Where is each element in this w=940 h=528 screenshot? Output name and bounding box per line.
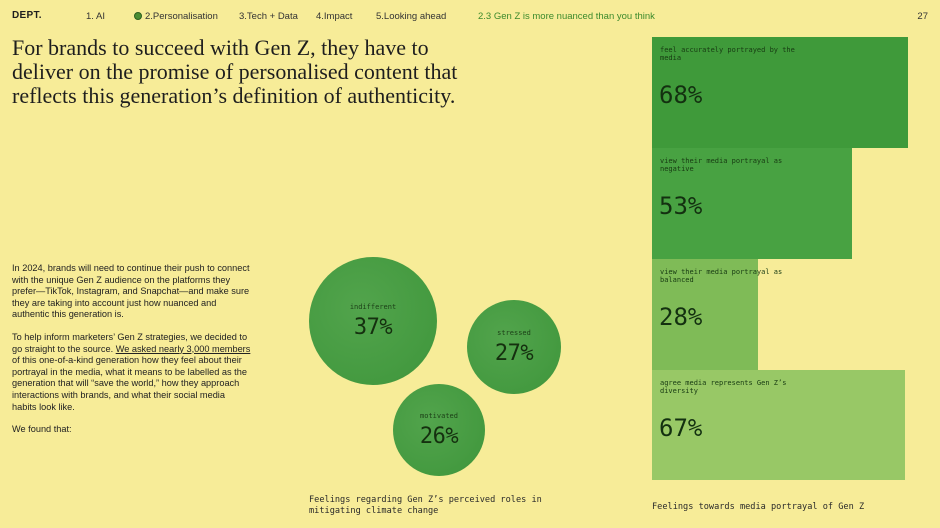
nav-item-looking-ahead[interactable]: 5.Looking ahead	[376, 11, 447, 22]
nav-item-personalisation-label: 2.Personalisation	[145, 11, 218, 22]
nav-item-personalisation[interactable]: 2.Personalisation	[134, 11, 218, 22]
bubble-indifferent: indifferent 37%	[309, 257, 437, 385]
bubble-label: indifferent	[349, 302, 397, 311]
intro-text: In 2024, brands will need to continue th…	[12, 263, 252, 447]
bar-portrayal-balanced: view their media portrayal as balanced 2…	[652, 259, 782, 370]
dept-logo[interactable]: DEPT.	[12, 10, 42, 21]
bar-label: view their media portrayal as negative	[660, 157, 783, 173]
bar-portrayal-negative: view their media portrayal as negative 5…	[652, 148, 852, 259]
bubble-stressed: stressed 27%	[467, 300, 561, 394]
bar-represents-diversity: agree media represents Gen Z’s diversity…	[652, 370, 905, 480]
intro-paragraph-2-start: To help inform marketers’ Gen Z strategi…	[12, 331, 248, 354]
bars-caption: Feelings towards media portrayal of Gen …	[652, 502, 865, 512]
bubbles-caption: Feelings regarding Gen Z’s perceived rol…	[309, 495, 542, 516]
survey-link[interactable]: We asked nearly 3,000 members	[115, 343, 251, 354]
bar-value: 53%	[659, 192, 703, 220]
bubble-value: 37%	[353, 314, 393, 340]
intro-paragraph-2-end: of this one-of-a-kind generation how the…	[12, 355, 247, 412]
bubble-value: 27%	[494, 340, 534, 366]
intro-paragraph-3: We found that:	[12, 424, 72, 435]
nav-item-tech-data[interactable]: 3.Tech + Data	[239, 11, 298, 22]
bubble-value: 26%	[419, 423, 459, 449]
intro-paragraph-1: In 2024, brands will need to continue th…	[12, 263, 250, 320]
current-section-dot-icon	[134, 12, 142, 20]
bar-label: agree media represents Gen Z’s diversity	[660, 379, 787, 395]
top-nav: DEPT. 1. AI 2.Personalisation 3.Tech + D…	[0, 0, 940, 30]
page-number: 27	[917, 11, 928, 22]
nav-item-impact[interactable]: 4.Impact	[316, 11, 353, 22]
active-subsection[interactable]: 2.3 Gen Z is more nuanced than you think	[478, 11, 655, 22]
bar-accurately-portrayed: feel accurately portrayed by the media 6…	[652, 37, 908, 148]
bar-value: 68%	[659, 81, 703, 109]
bar-label: feel accurately portrayed by the media	[660, 46, 795, 62]
bubble-label: stressed	[497, 328, 531, 337]
bubble-motivated: motivated 26%	[393, 384, 485, 476]
bubble-label: motivated	[420, 411, 458, 420]
intro-paragraph-2: To help inform marketers’ Gen Z strategi…	[12, 332, 252, 413]
bar-value: 28%	[659, 303, 703, 331]
bar-label: view their media portrayal as balanced	[660, 268, 783, 284]
bar-value: 67%	[659, 414, 703, 442]
page-headline: For brands to succeed with Gen Z, they h…	[12, 35, 458, 108]
nav-item-ai[interactable]: 1. AI	[86, 11, 106, 22]
